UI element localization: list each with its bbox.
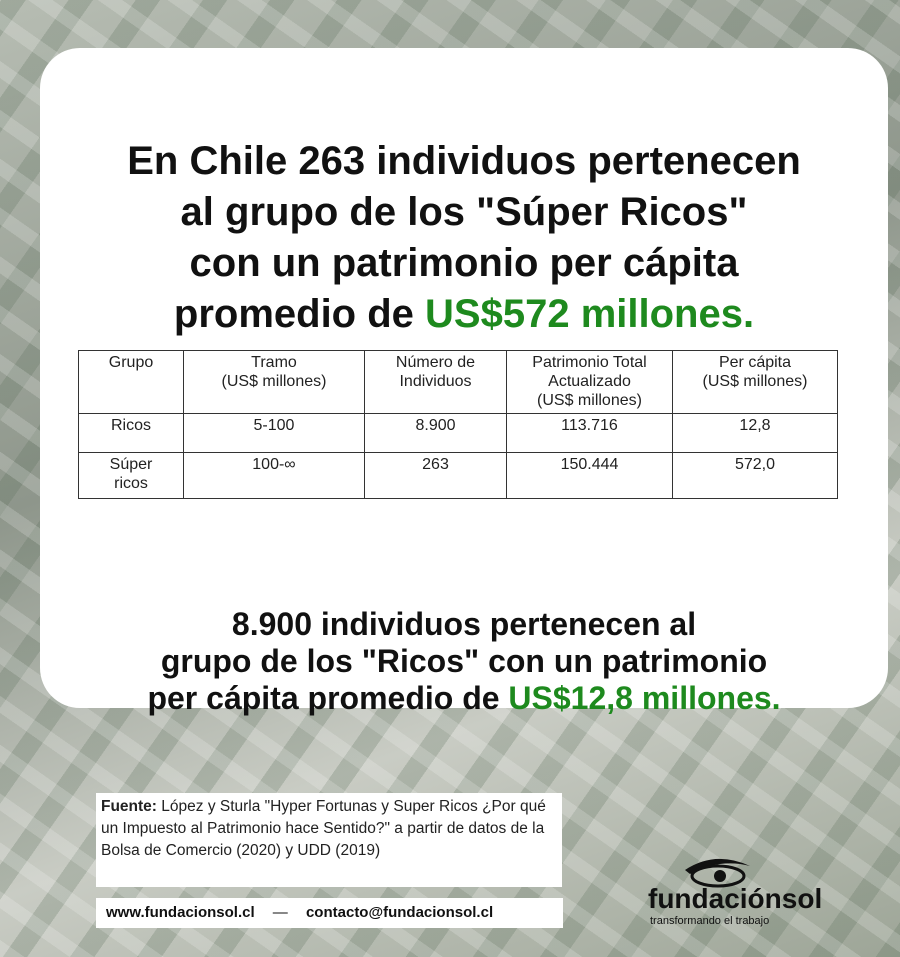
headline: En Chile 263 individuos pertenecen al gr… (40, 136, 888, 340)
data-table: Grupo Tramo (US$ millones) Número de Ind… (78, 350, 838, 499)
links-bar: www.fundacionsol.cl — contacto@fundacion… (96, 898, 563, 928)
cell: 113.716 (506, 413, 673, 453)
logo-name: fundaciónsol (648, 883, 822, 914)
logo: fundaciónsol transformando el trabajo (648, 858, 822, 927)
subtext-line: per cápita promedio de US$12,8 millones. (40, 680, 888, 717)
subtext: 8.900 individuos pertenecen al grupo de … (40, 606, 888, 717)
headline-line: promedio de US$572 millones. (40, 289, 888, 340)
subtext-line: grupo de los "Ricos" con un patrimonio (160, 643, 768, 679)
email-link[interactable]: contacto@fundacionsol.cl (305, 904, 494, 921)
cell: 150.444 (506, 452, 673, 499)
headline-text: promedio de (173, 292, 414, 336)
header-cell: Número de Individuos (364, 350, 507, 414)
table-row: Ricos 5-100 8.900 113.716 12,8 (78, 413, 838, 453)
cell: Ricos (78, 413, 184, 453)
subtext-text: per cápita promedio de (147, 680, 500, 716)
source-box: Fuente: López y Sturla "Hyper Fortunas y… (96, 793, 562, 887)
cell: 100-∞ (183, 452, 365, 499)
separator: — (272, 904, 288, 921)
headline-line: con un patrimonio per cápita (189, 241, 739, 285)
header-cell: Per cápita (US$ millones) (672, 350, 838, 414)
subtext-line: 8.900 individuos pertenecen al (231, 606, 697, 642)
cell: 263 (364, 452, 507, 499)
logo-eye (690, 864, 746, 888)
logo-eye-top (685, 858, 750, 874)
cell: 572,0 (672, 452, 838, 499)
source-text: López y Sturla "Hyper Fortunas y Super R… (101, 798, 546, 859)
header-cell: Tramo (US$ millones) (183, 350, 365, 414)
cell: 8.900 (364, 413, 507, 453)
subtext-highlight: US$12,8 millones. (508, 680, 781, 716)
cell: 12,8 (672, 413, 838, 453)
header-cell: Patrimonio Total Actualizado (US$ millon… (506, 350, 673, 414)
header-cell: Grupo (78, 350, 184, 414)
headline-highlight: US$572 millones. (425, 292, 755, 336)
table-header: Grupo Tramo (US$ millones) Número de Ind… (78, 350, 838, 414)
website-link[interactable]: www.fundacionsol.cl (106, 904, 255, 921)
table-row: Súper ricos 100-∞ 263 150.444 572,0 (78, 452, 838, 499)
logo-tagline: transformando el trabajo (650, 915, 769, 927)
card: En Chile 263 individuos pertenecen al gr… (40, 48, 888, 716)
source-label: Fuente: (101, 798, 157, 815)
logo-pupil (714, 870, 726, 882)
cell: Súper ricos (78, 452, 184, 499)
headline-line: En Chile 263 individuos pertenecen (127, 139, 801, 183)
cell: 5-100 (183, 413, 365, 453)
headline-line: al grupo de los "Súper Ricos" (180, 190, 748, 234)
